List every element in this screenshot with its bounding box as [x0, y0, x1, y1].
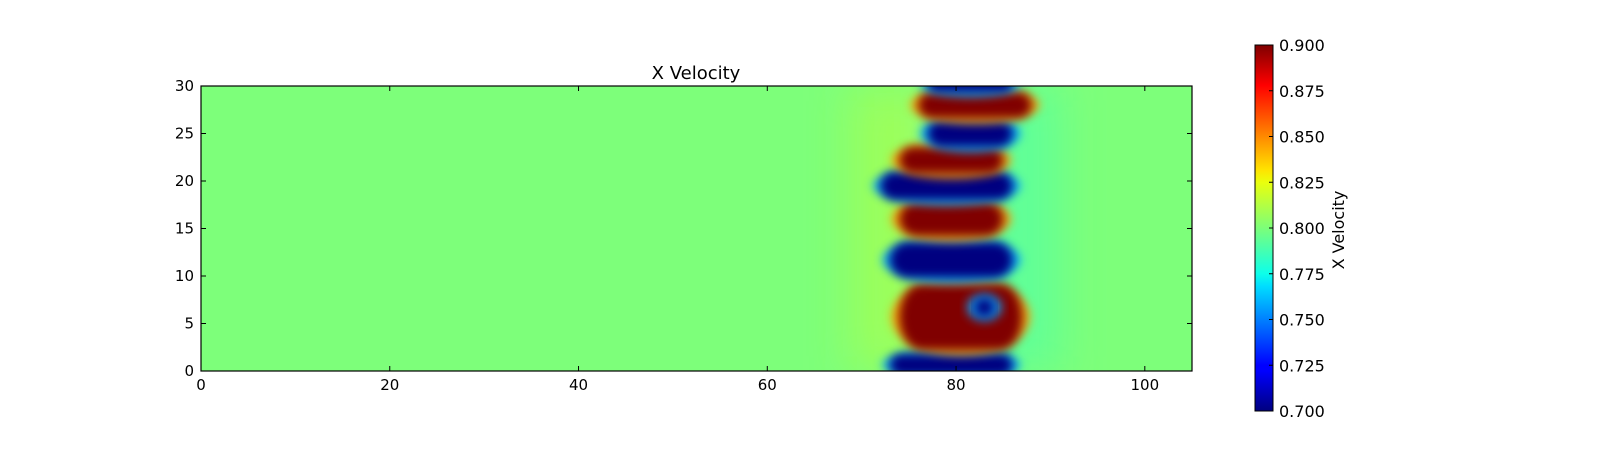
y-tick-label: 25 [175, 125, 194, 143]
x-tick-label: 20 [380, 376, 399, 394]
heatmap-feature-layer [872, 86, 1040, 371]
heatmap-feature-core [880, 171, 1013, 200]
heatmap-feature-core [899, 201, 1004, 237]
heatmap-feature-low [872, 166, 1021, 205]
heatmap-feature-low [966, 293, 1002, 321]
y-tick-label: 0 [184, 362, 194, 380]
heatmap-feature-core [899, 283, 1023, 351]
colorbar-tick-label: 0.750 [1279, 311, 1325, 330]
heatmap-feature-low [920, 86, 1021, 97]
heatmap-feature-core [927, 86, 1013, 92]
x-axis: 0 20 40 60 80 100 [196, 86, 1159, 394]
colorbar-tick-label: 0.900 [1279, 36, 1325, 55]
heatmap-feature-core [899, 146, 1004, 174]
colorbar-tick-label: 0.875 [1279, 82, 1325, 101]
y-tick-label: 15 [175, 220, 194, 238]
heatmap-feature-core [974, 298, 994, 316]
colorbar-tick-label: 0.800 [1279, 219, 1325, 238]
x-tick-label: 100 [1130, 376, 1159, 394]
x-tick-label: 40 [569, 376, 588, 394]
x-tick-label: 80 [947, 376, 966, 394]
heatmap-feature-glow [920, 86, 1021, 97]
y-tick-label: 20 [175, 172, 194, 190]
heatmap-feature-core [927, 120, 1013, 147]
colorbar-tick-label: 0.850 [1279, 128, 1325, 147]
heatmap-feature-core [889, 241, 1013, 278]
colorbar-axis: 0.700 0.725 0.750 0.775 0.800 0.825 0.850 0.875… [1269, 36, 1325, 421]
y-tick-label: 30 [175, 77, 194, 95]
heatmap-feature-high [891, 196, 1012, 242]
colorbar-tick-label: 0.775 [1279, 265, 1325, 284]
chart-title: X Velocity [652, 63, 741, 84]
heatmap-area [201, 86, 1192, 371]
heatmap-feature-low [919, 115, 1021, 152]
colorbar-tick-label: 0.825 [1279, 173, 1325, 192]
x-tick-label: 0 [196, 376, 206, 394]
y-tick-label: 10 [175, 267, 194, 285]
y-axis: 0 5 10 15 20 25 30 [175, 77, 1192, 380]
heatmap-feature-high [891, 278, 1031, 356]
y-tick-label: 5 [184, 315, 194, 333]
heatmap-feature-low [881, 236, 1021, 283]
colorbar-tick-label: 0.725 [1279, 356, 1325, 375]
heatmap-feature-low [882, 348, 1021, 371]
heatmap-feature-core [889, 353, 1013, 371]
heatmap-feature-high [910, 86, 1040, 124]
x-tick-label: 60 [758, 376, 777, 394]
heatmap-feature-core [918, 91, 1032, 119]
colorbar-tick-label: 0.700 [1279, 402, 1325, 421]
colorbar-label: X Velocity [1329, 191, 1348, 270]
